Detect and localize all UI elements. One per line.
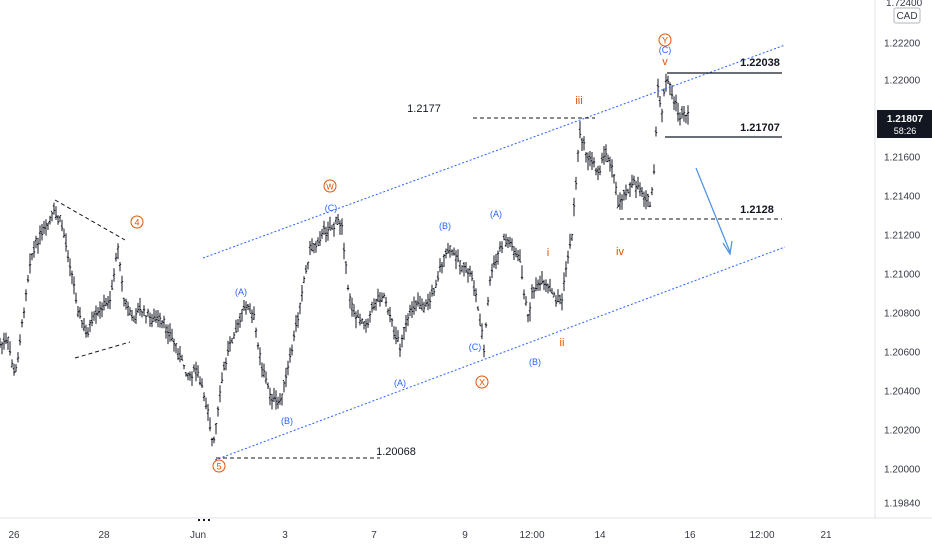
x-tick-label: 21 [820,530,832,541]
x-tick-label: 3 [282,530,288,541]
y-tick-label: 1.20200 [884,426,921,437]
wave-label-b: (B) [529,357,541,367]
wave-label-a: (A) [394,378,406,388]
x-tick-label: 12:00 [519,530,544,541]
x-tick-label: Jun [190,530,206,541]
x-tick-label: 14 [594,530,606,541]
y-tick-label: 1.20600 [884,348,921,359]
svg-text:W: W [326,183,334,192]
level-label: 1.20068 [376,446,416,458]
level-label: 1.2128 [740,204,774,216]
svg-text:X: X [479,378,485,388]
x-tick-label: 16 [684,530,696,541]
y-tick-label: 1.21600 [884,153,921,164]
x-tick-label: 7 [371,530,377,541]
y-tick-label: 1.22200 [884,39,921,50]
svg-text:5: 5 [216,462,221,472]
wave-label-i: i [547,247,549,259]
svg-text:Y: Y [662,36,668,46]
currency-badge: CAD [893,7,921,24]
wave-label-iii: iii [575,95,582,107]
wave-label-ii: ii [560,337,565,349]
x-tick-label: 9 [462,530,468,541]
y-tick-label: 1.21000 [884,270,921,281]
x-tick-label: 28 [98,530,110,541]
wave-label-c: (C) [325,203,338,213]
y-tick-label: 1.21200 [884,231,921,242]
level-label: 1.2177 [407,103,441,115]
x-tick-label: 26 [8,530,20,541]
wave-label-v: v [662,56,668,68]
time-axis[interactable]: 26 28 Jun 3 7 9 12:00 14 16 12:00 21 [8,530,832,541]
wave-label-5: 5 [212,459,226,473]
wave-label-x: X [475,375,489,389]
wave-label-w: W [323,179,337,193]
level-label: 1.22038 [740,57,780,69]
wave-label-a: (A) [235,287,247,297]
price-axis[interactable]: 1.222001.220001.218001.216001.214001.212… [884,39,921,510]
wave-label-y: Y [658,33,672,47]
wave-label-c: (C) [469,342,482,352]
y-tick-label-partial: 1.72400 [886,0,923,9]
y-tick-label: 1.21400 [884,192,921,203]
y-tick-label: 1.19840 [884,499,921,510]
wave-label-a: (A) [490,209,502,219]
last-price-value: 1.21807 [887,114,924,125]
level-label: 1.21707 [740,122,780,134]
countdown-value: 58:26 [894,126,917,136]
channel-lower-line[interactable] [214,246,786,461]
channel-upper-line[interactable] [202,44,786,259]
time-axis-handle[interactable] [198,519,210,521]
projection-arrow[interactable] [695,167,733,256]
y-tick-label: 1.20400 [884,387,921,398]
last-price-badge: 1.21807 58:26 [877,110,932,138]
wave-label-iv: iv [616,246,624,258]
wave-label-b: (B) [281,416,293,426]
wave-label-b: (B) [439,221,451,231]
y-tick-label: 1.20000 [884,465,921,476]
wave-label-4: 4 [130,215,144,229]
x-tick-label: 12:00 [749,530,774,541]
svg-text:CAD: CAD [896,11,917,22]
triangle-pattern[interactable] [54,199,131,359]
svg-text:4: 4 [134,218,139,228]
y-tick-label: 1.20800 [884,309,921,320]
y-tick-label: 1.22000 [884,76,921,87]
candlestick-series [0,73,690,447]
wave-label-c: (C) [659,45,672,55]
